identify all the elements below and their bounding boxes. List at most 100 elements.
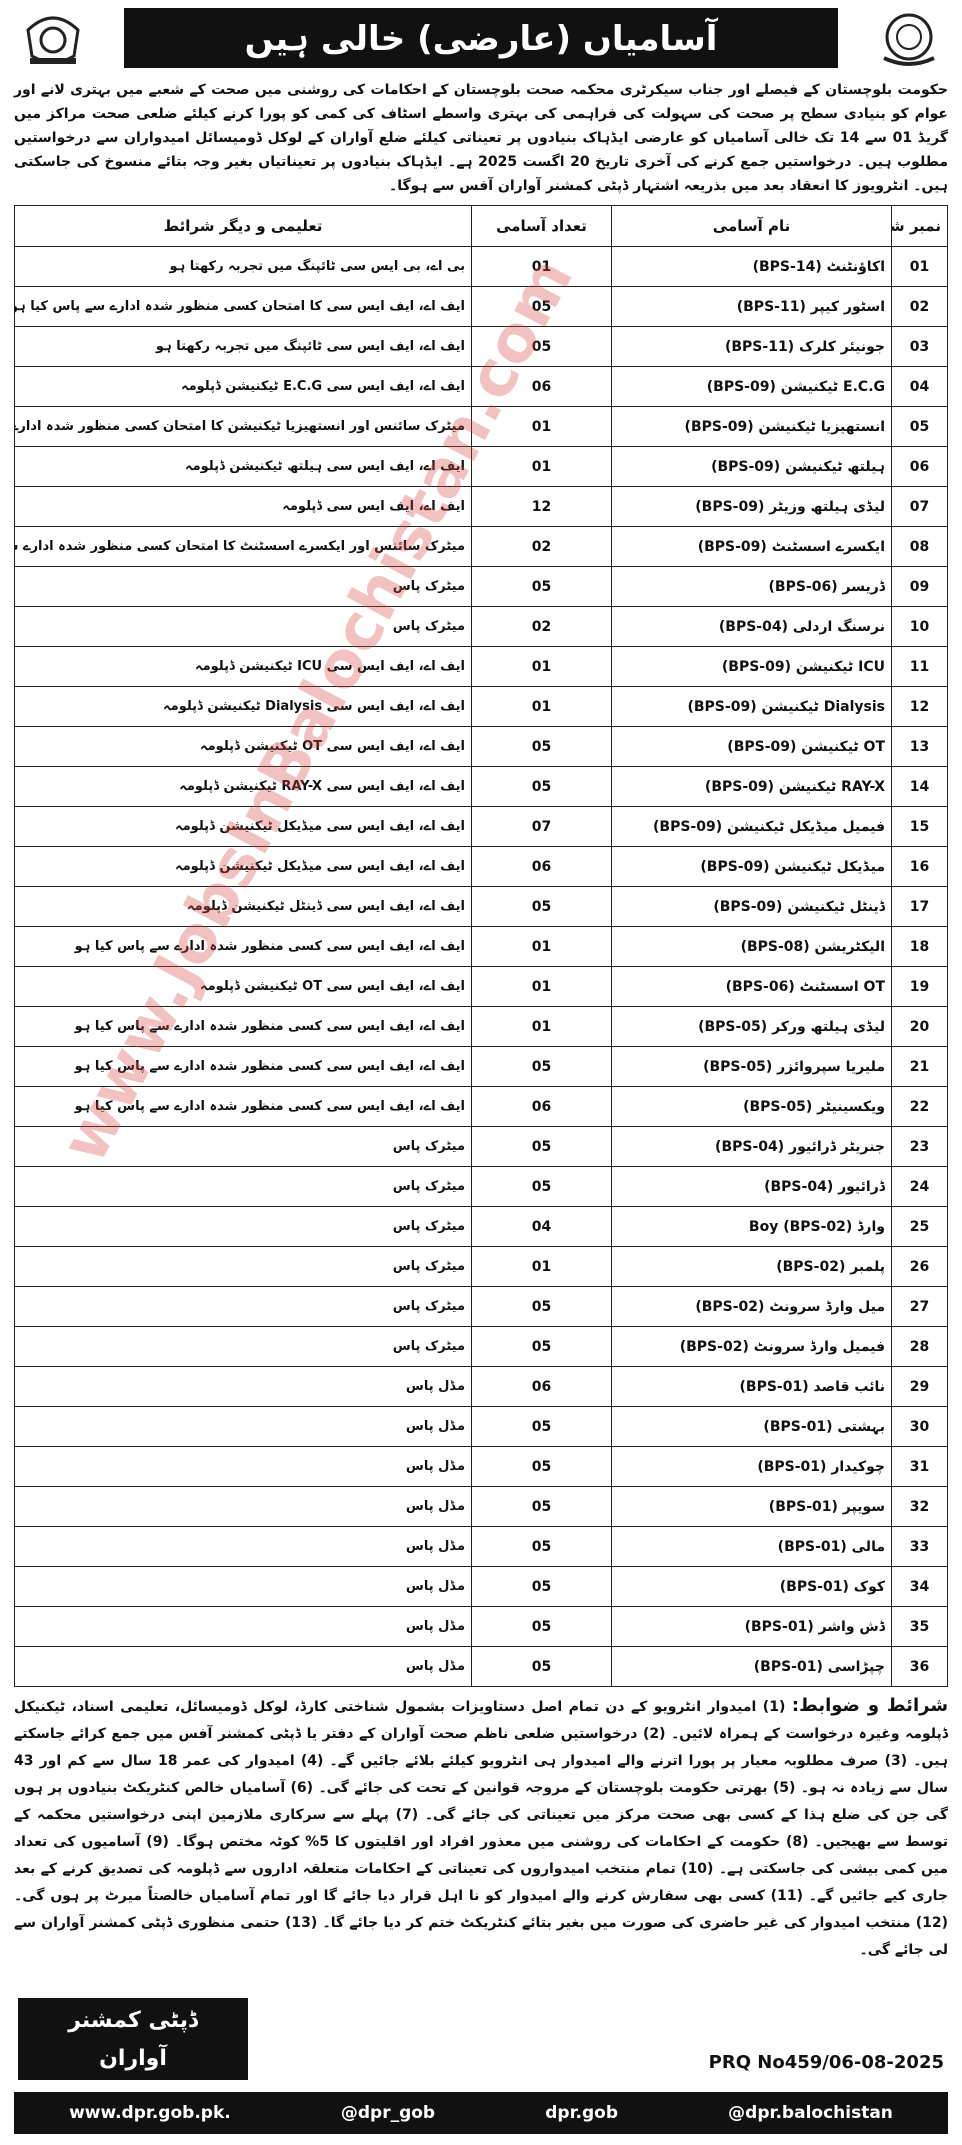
- table-row: 36 چپڑاسی (BPS-01) 05 مڈل پاس: [14, 1646, 948, 1687]
- post-count: 06: [471, 1366, 612, 1407]
- post-count: 05: [471, 1046, 612, 1087]
- post-count: 06: [471, 846, 612, 887]
- post-name: ایکسرے اسسٹنٹ (BPS-09): [611, 526, 892, 567]
- serial-number: 17: [891, 886, 948, 927]
- serial-number: 31: [891, 1446, 948, 1487]
- post-name: میڈیکل ٹیکنیشن (BPS-09): [611, 846, 892, 887]
- table-row: 27 میل وارڈ سرونٹ (BPS-02) 05 میٹرک پاس: [14, 1286, 948, 1327]
- serial-number: 05: [891, 406, 948, 447]
- post-name: ملیریا سپروائزر (BPS-05): [611, 1046, 892, 1087]
- qualification: ایف اے، ایف ایس سی کسی منظور شدہ ادارے س…: [14, 1046, 472, 1087]
- qualification: میٹرک سائنس اور انستھیزیا ٹیکنیشن کا امت…: [14, 406, 472, 447]
- conditions-text: (1) امیدوار انٹرویو کے دن تمام اصل دستاو…: [14, 1699, 949, 1958]
- conditions-heading: شرائط و ضوابط:: [791, 1695, 949, 1716]
- serial-number: 33: [891, 1526, 948, 1567]
- serial-number: 24: [891, 1166, 948, 1207]
- qualification: ایف اے، ایف ایس سی OT ٹیکنیشن ڈپلومہ: [14, 726, 472, 767]
- serial-number: 27: [891, 1286, 948, 1327]
- qualification: ایف اے، ایف ایس سی OT ٹیکنیشن ڈپلومہ: [14, 966, 472, 1007]
- post-count: 06: [471, 1086, 612, 1127]
- table-row: 28 فیمیل وارڈ سرونٹ (BPS-02) 05 میٹرک پاس: [14, 1326, 948, 1367]
- column-header: تعداد آسامی: [471, 205, 612, 247]
- post-count: 05: [471, 1566, 612, 1607]
- post-count: 05: [471, 286, 612, 327]
- post-count: 05: [471, 766, 612, 807]
- post-count: 01: [471, 686, 612, 727]
- serial-number: 06: [891, 446, 948, 487]
- post-name: OT ٹیکنیشن (BPS-09): [611, 726, 892, 767]
- table-row: 21 ملیریا سپروائزر (BPS-05) 05 ایف اے، ایف …: [14, 1046, 948, 1087]
- post-name: ویکسینیٹر (BPS-05): [611, 1086, 892, 1127]
- post-name: سویپر (BPS-01): [611, 1486, 892, 1527]
- qualification: ایف اے، ایف ایس سی کسی منظور شدہ ادارے س…: [14, 926, 472, 967]
- post-count: 05: [471, 1126, 612, 1167]
- qualification: میٹرک پاس: [14, 1126, 472, 1167]
- serial-number: 02: [891, 286, 948, 327]
- serial-number: 32: [891, 1486, 948, 1527]
- post-count: 05: [471, 1606, 612, 1647]
- table-row: 31 چوکیدار (BPS-01) 05 مڈل پاس: [14, 1446, 948, 1487]
- table-row: 14 RAY-X ٹیکنیشن (BPS-09) 05 ایف اے، ایف ای…: [14, 766, 948, 807]
- qualification: میٹرک پاس: [14, 566, 472, 607]
- qualification: ایف اے، ایف ایس سی RAY-X ٹیکنیشن ڈپلومہ: [14, 766, 472, 807]
- serial-number: 03: [891, 326, 948, 367]
- post-name: E.C.G ٹیکنیشن (BPS-09): [611, 366, 892, 407]
- post-name: RAY-X ٹیکنیشن (BPS-09): [611, 766, 892, 807]
- logo-left: [26, 16, 80, 64]
- qualification: مڈل پاس: [14, 1526, 472, 1567]
- qualification: میٹرک سائنس اور ایکسرے اسسٹنٹ کا امتحان …: [14, 526, 472, 567]
- post-count: 01: [471, 966, 612, 1007]
- qualification: میٹرک پاس: [14, 1286, 472, 1327]
- table-row: 08 ایکسرے اسسٹنٹ (BPS-09) 02 میٹرک سائنس او…: [14, 526, 948, 567]
- qualification: ایف اے، ایف ایس سی ہیلتھ ٹیکنیشن ڈپلومہ: [14, 446, 472, 487]
- post-name: ڈریسر (BPS-06): [611, 566, 892, 607]
- table-row: 16 میڈیکل ٹیکنیشن (BPS-09) 06 ایف اے، ایف ا…: [14, 846, 948, 887]
- serial-number: 01: [891, 246, 948, 287]
- qualification: میٹرک پاس: [14, 1166, 472, 1207]
- column-header: نام آسامی: [611, 205, 892, 247]
- post-name: Dialysis ٹیکنیشن (BPS-09): [611, 686, 892, 727]
- table-row: 30 بہشتی (BPS-01) 05 مڈل پاس: [14, 1406, 948, 1447]
- table-row: 23 جنریٹر ڈرائیور (BPS-04) 05 میٹرک پاس: [14, 1126, 948, 1167]
- footer: www.dpr.gob.pk. @dpr_gob dpr.gob @dpr.ba…: [14, 2092, 948, 2134]
- table-row: 18 الیکٹریشن (BPS-08) 01 ایف اے، ایف ایس سی…: [14, 926, 948, 967]
- serial-number: 10: [891, 606, 948, 647]
- serial-number: 14: [891, 766, 948, 807]
- qualification: مڈل پاس: [14, 1646, 472, 1687]
- post-count: 01: [471, 1246, 612, 1287]
- qualification: ایف اے، ایف ایس سی E.C.G ٹیکنیشن ڈپلومہ: [14, 366, 472, 407]
- post-count: 05: [471, 566, 612, 607]
- qualification: مڈل پاس: [14, 1446, 472, 1487]
- post-name: بہشتی (BPS-01): [611, 1406, 892, 1447]
- post-name: الیکٹریشن (BPS-08): [611, 926, 892, 967]
- post-count: 05: [471, 1526, 612, 1567]
- serial-number: 13: [891, 726, 948, 767]
- post-count: 05: [471, 726, 612, 767]
- post-count: 01: [471, 926, 612, 967]
- post-name: نرسنگ اردلی (BPS-04): [611, 606, 892, 647]
- serial-number: 36: [891, 1646, 948, 1687]
- post-name: نائب قاصد (BPS-01): [611, 1366, 892, 1407]
- qualification: میٹرک پاس: [14, 1246, 472, 1287]
- post-name: لیڈی ہیلتھ وزیٹر (BPS-09): [611, 486, 892, 527]
- post-name: جنریٹر ڈرائیور (BPS-04): [611, 1126, 892, 1167]
- post-name: چپڑاسی (BPS-01): [611, 1646, 892, 1687]
- serial-number: 07: [891, 486, 948, 527]
- post-count: 12: [471, 486, 612, 527]
- qualification: ایف اے، ایف ایس سی ڈینٹل ٹیکنیشن ڈپلومہ: [14, 886, 472, 927]
- serial-number: 23: [891, 1126, 948, 1167]
- post-name: ڈینٹل ٹیکنیشن (BPS-09): [611, 886, 892, 927]
- qualification: ایف اے، ایف ایس سی میڈیکل ٹیکنیشن ڈپلومہ: [14, 806, 472, 847]
- post-count: 05: [471, 1166, 612, 1207]
- table-row: 17 ڈینٹل ٹیکنیشن (BPS-09) 05 ایف اے، ایف ای…: [14, 886, 948, 927]
- post-name: انستھیزیا ٹیکنیشن (BPS-09): [611, 406, 892, 447]
- serial-number: 11: [891, 646, 948, 687]
- table-head: نمبر شمار نام آسامی تعداد آسامی تعلیمی و…: [14, 205, 948, 247]
- serial-number: 21: [891, 1046, 948, 1087]
- twitter: @dpr_gob: [340, 2103, 436, 2123]
- post-count: 01: [471, 446, 612, 487]
- serial-number: 25: [891, 1206, 948, 1247]
- qualification: ایف اے، ایف ایس سی کسی منظور شدہ ادارے س…: [14, 1006, 472, 1047]
- post-name: چوکیدار (BPS-01): [611, 1446, 892, 1487]
